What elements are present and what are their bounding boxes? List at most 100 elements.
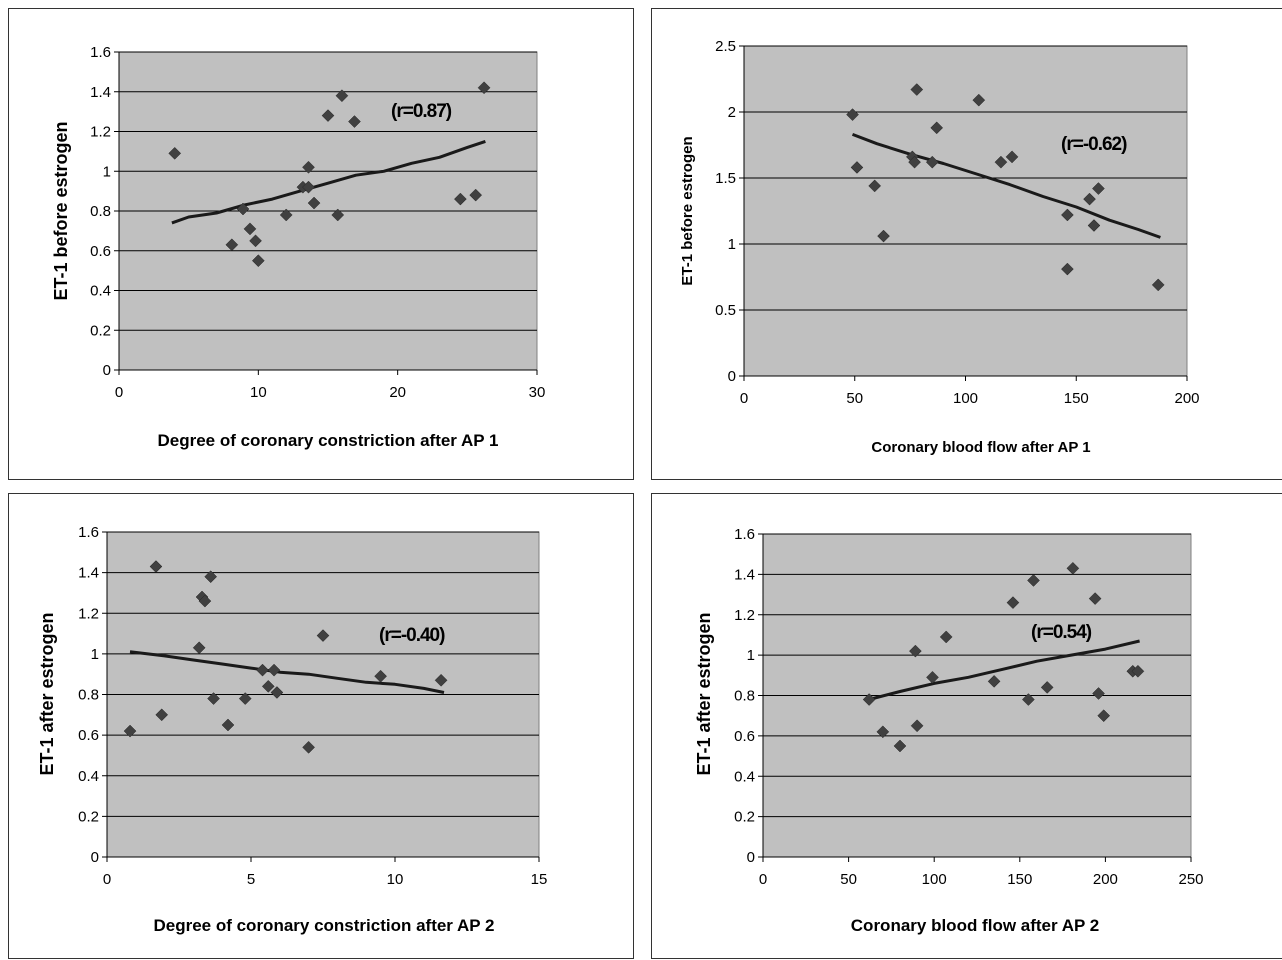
correlation-annotation: (r=-0.40) (379, 625, 445, 646)
data-point (454, 192, 467, 206)
x-tick-label: 200 (1093, 871, 1118, 888)
data-point (207, 692, 220, 705)
data-point (1088, 592, 1102, 605)
data-point (1022, 693, 1035, 706)
data-point (302, 160, 315, 174)
data-point (434, 673, 448, 687)
y-tick-label: 0 (728, 368, 736, 385)
y-tick-label: 1.2 (78, 605, 99, 622)
x-tick-label: 10 (387, 871, 404, 888)
y-tick-label: 1 (747, 647, 755, 664)
y-tick-label: 0 (747, 849, 755, 866)
data-point (261, 680, 275, 693)
data-point (972, 93, 986, 107)
data-point (221, 718, 235, 732)
x-tick-label: 15 (531, 871, 548, 888)
data-point (1005, 150, 1019, 164)
x-axis-label: Degree of coronary constriction after AP… (157, 431, 498, 450)
data-point (910, 719, 924, 733)
data-point (930, 121, 944, 135)
x-tick-label: 0 (759, 871, 767, 888)
data-point (1006, 596, 1020, 609)
y-tick-label: 0.4 (78, 768, 99, 785)
data-point (850, 161, 864, 174)
x-tick-label: 0 (115, 384, 123, 401)
data-point (374, 669, 387, 683)
data-point (1097, 709, 1111, 723)
chart-panel-3: 0 0.2 0.4 0.6 0.8 1 1.2 1.4 1.6 0 5 10 15 (r=-0.40) De… (8, 493, 634, 959)
y-tick-label: 1.6 (90, 44, 111, 61)
data-point (987, 675, 1001, 688)
data-point (251, 254, 265, 268)
data-point (1087, 219, 1101, 232)
y-tick-label: 1.4 (78, 565, 99, 582)
y-tick-label: 1.2 (90, 124, 111, 141)
y-axis-label: ET-1 before estrogen (51, 121, 71, 300)
y-tick-label: 1 (728, 236, 736, 253)
data-point (123, 724, 137, 738)
y-axis-label: ET-1 after estrogen (694, 612, 714, 775)
data-point (149, 560, 163, 573)
chart-panel-1: 0 0.2 0.4 0.6 0.8 1 1.2 1.4 1.6 0 10 20 30 (r=0.87) De… (8, 8, 634, 480)
y-tick-label: 0.8 (734, 688, 755, 705)
data-point (469, 188, 483, 202)
data-point (302, 180, 315, 194)
correlation-annotation: (r=0.87) (391, 101, 452, 122)
data-point (1083, 192, 1096, 206)
y-tick-label: 1.4 (734, 566, 755, 583)
data-point (1061, 208, 1074, 222)
data-point (204, 570, 218, 584)
data-point (1092, 182, 1105, 195)
y-tick-label: 0.6 (78, 727, 99, 744)
x-axis-label: Coronary blood flow after AP 2 (851, 916, 1099, 935)
x-tick-label: 200 (1174, 390, 1199, 407)
correlation-annotation: (r=0.54) (1031, 622, 1092, 643)
data-point (302, 740, 315, 754)
data-point (225, 238, 239, 252)
y-tick-label: 1.5 (715, 170, 736, 187)
data-point (279, 208, 293, 222)
data-point (893, 739, 907, 753)
y-tick-label: 0.4 (734, 768, 755, 785)
x-tick-label: 250 (1178, 871, 1203, 888)
correlation-annotation: (r=-0.62) (1061, 134, 1127, 155)
data-point (926, 670, 939, 684)
chart-svg: 0 0.2 0.4 0.6 0.8 1 1.2 1.4 1.6 0 5 10 15 (r=-0.40) De… (37, 524, 548, 935)
x-tick-label: 150 (1064, 390, 1089, 407)
y-axis-label: ET-1 before estrogen (679, 136, 696, 285)
y-tick-label: 0 (103, 362, 111, 379)
x-tick-label: 0 (103, 871, 111, 888)
x-axis-label: Coronary blood flow after AP 1 (871, 439, 1090, 456)
y-tick-label: 0 (91, 849, 99, 866)
trendline (171, 139, 486, 225)
y-tick-label: 0.8 (90, 203, 111, 220)
y-tick-label: 0.8 (78, 687, 99, 704)
x-tick-label: 150 (1007, 871, 1032, 888)
chart-panel-4: 0 0.2 0.4 0.6 0.8 1 1.2 1.4 1.6 0 50 100 150 200 250 (r… (651, 493, 1282, 959)
data-point (868, 179, 882, 193)
data-point (192, 641, 206, 655)
data-point (243, 222, 257, 236)
data-point (909, 644, 922, 658)
x-tick-label: 100 (922, 871, 947, 888)
y-tick-label: 0.2 (78, 808, 99, 825)
data-point (1040, 681, 1054, 694)
y-axis-label: ET-1 after estrogen (37, 612, 57, 775)
data-point (270, 686, 284, 699)
data-point (1061, 262, 1074, 276)
data-point (1027, 574, 1040, 587)
x-tick-label: 20 (389, 384, 406, 401)
y-tick-label: 0.2 (734, 809, 755, 826)
y-tick-label: 1.6 (78, 524, 99, 541)
trendline (868, 639, 1140, 701)
y-tick-label: 1 (91, 646, 99, 663)
data-point (236, 202, 250, 216)
data-point (168, 147, 182, 160)
y-tick-label: 0.4 (90, 283, 111, 300)
y-tick-label: 1 (103, 163, 111, 180)
data-point (1092, 687, 1105, 700)
data-point (316, 629, 330, 642)
y-tick-label: 1.4 (90, 84, 111, 101)
data-point (862, 693, 876, 706)
chart-svg: 0 0.5 1 1.5 2 2.5 0 50 100 150 200 (r=-0.62) Coronar… (679, 38, 1200, 456)
